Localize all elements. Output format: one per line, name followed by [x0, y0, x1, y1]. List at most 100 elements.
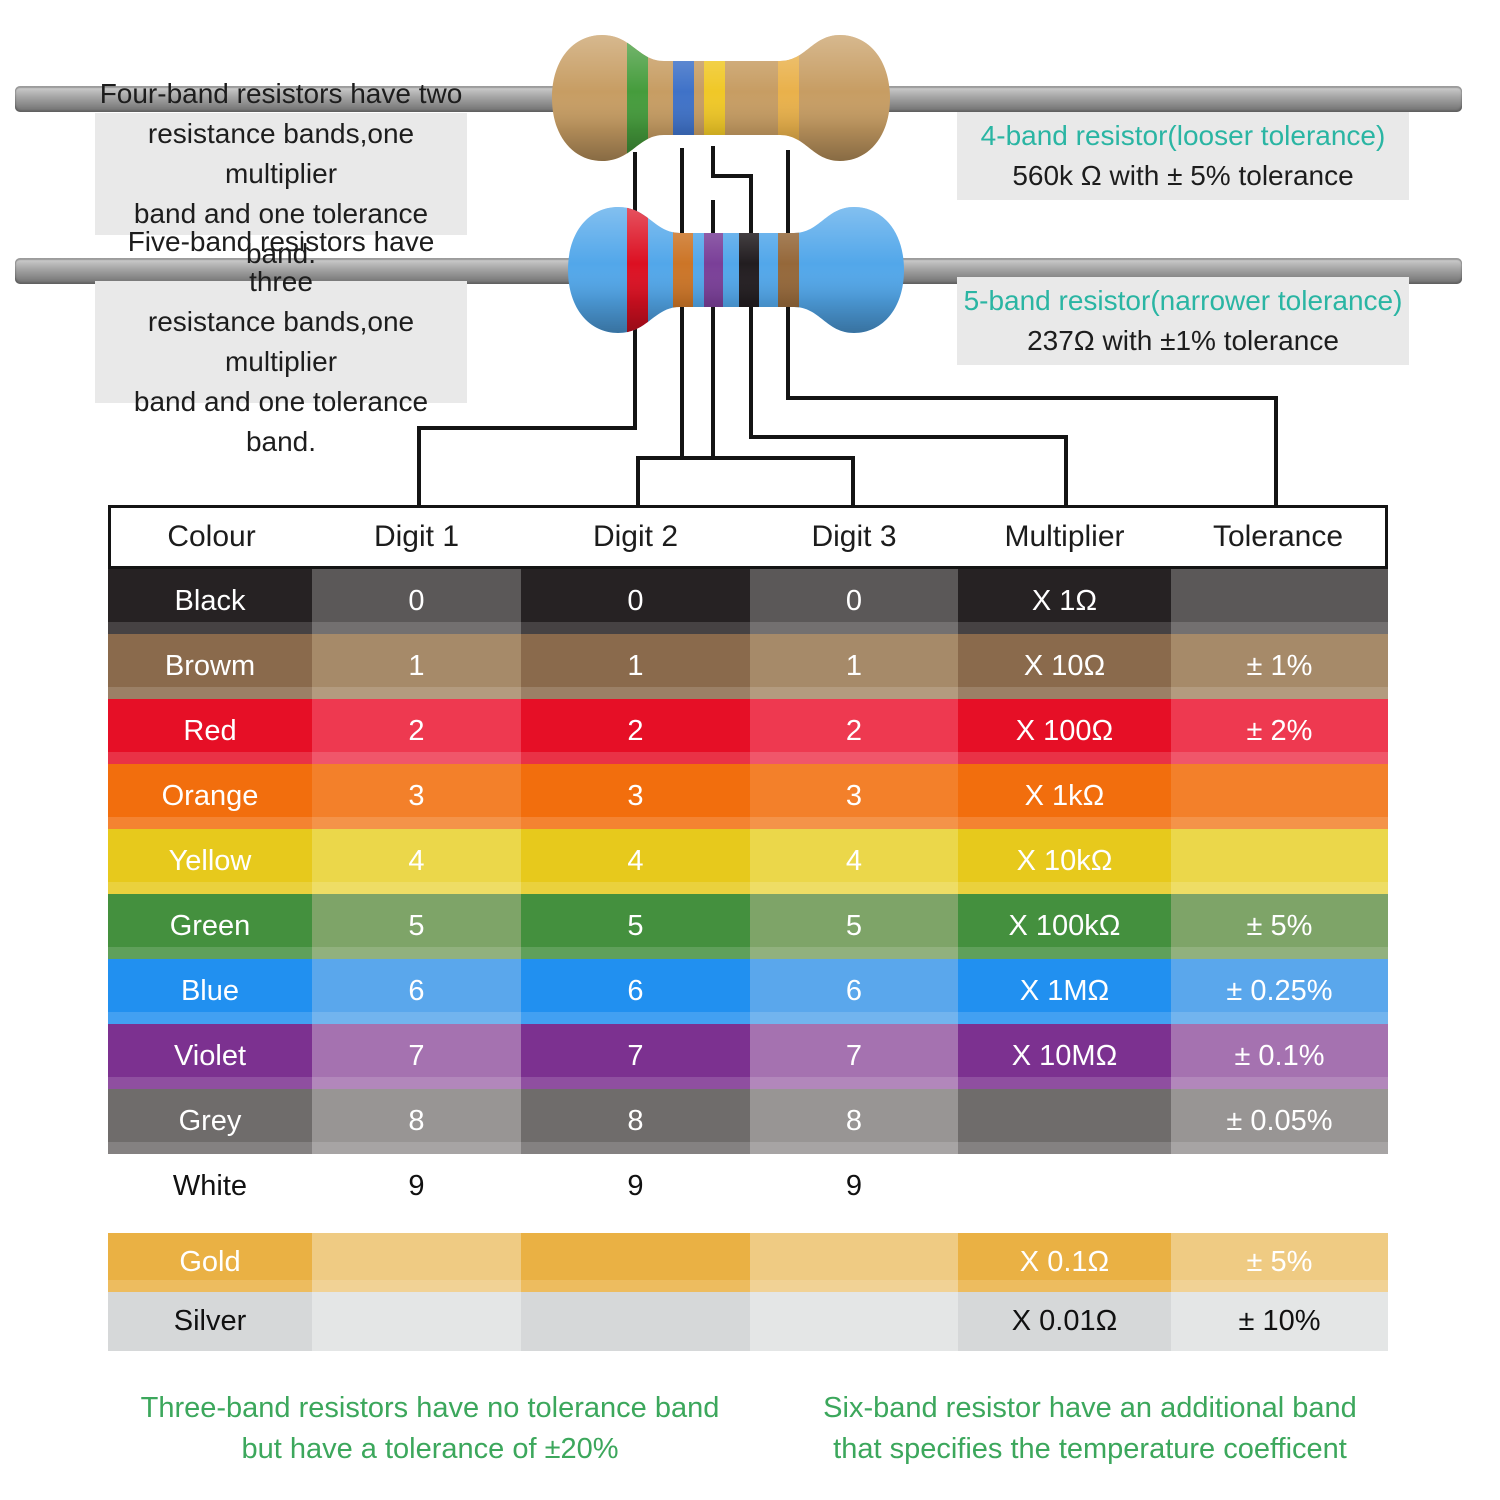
color-code-table: Colour Digit 1 Digit 2 Digit 3 Multiplier Tol… [108, 505, 1388, 1351]
five-band-explanation: Five-band resistors have three resistanc… [95, 226, 467, 457]
value-cell: X 1Ω [958, 569, 1171, 634]
value-cell: 7 [521, 1024, 750, 1089]
value-cell: X 100Ω [958, 699, 1171, 764]
value-cell: 3 [521, 764, 750, 829]
five-band-explanation-text: Five-band resistors have three resistanc… [127, 226, 435, 457]
value-cell: 5 [312, 894, 521, 959]
table-row-yellow: Yellow 4 4 4 X 10kΩ [108, 829, 1388, 894]
value-cell: 7 [312, 1024, 521, 1089]
value-cell: 9 [750, 1154, 958, 1219]
value-cell: 4 [750, 829, 958, 894]
value-cell: ± 0.25% [1171, 959, 1388, 1024]
value-cell: 2 [312, 699, 521, 764]
value-cell [750, 1233, 958, 1292]
value-cell: X 100kΩ [958, 894, 1171, 959]
four-band-explanation-text: Four-band resistors have two resistance … [99, 78, 463, 269]
five-band-value-text: 237Ω with ±1% tolerance [1027, 325, 1339, 356]
connector-yellow-band-line [711, 146, 715, 178]
column-header: Multiplier [1004, 520, 1125, 553]
four-band-value-heading: 4-band resistor(looser tolerance) [980, 120, 1386, 151]
color-name-cell: Green [108, 894, 312, 959]
value-cell: 4 [312, 829, 521, 894]
table-row-green: Green 5 5 5 X 100kΩ ± 5% [108, 894, 1388, 959]
value-cell: ± 5% [1171, 894, 1388, 959]
value-cell: 0 [312, 569, 521, 634]
column-header: Digit 1 [373, 520, 460, 553]
value-cell [750, 1292, 958, 1351]
lead-wire-top-right [868, 86, 1462, 112]
value-cell: ± 2% [1171, 699, 1388, 764]
value-cell: 7 [750, 1024, 958, 1089]
table-row-violet: Violet 7 7 7 X 10MΩ ± 0.1% [108, 1024, 1388, 1089]
color-name-cell: Violet [108, 1024, 312, 1089]
table-row-browm: Browm 1 1 1 X 10Ω ± 1% [108, 634, 1388, 699]
column-header: Tolerance [1212, 520, 1344, 553]
connector-digit1-stub [417, 426, 421, 507]
value-cell: 8 [312, 1089, 521, 1154]
value-cell: ± 5% [1171, 1233, 1388, 1292]
value-cell: X 0.1Ω [958, 1233, 1171, 1292]
value-cell: X 10MΩ [958, 1024, 1171, 1089]
value-cell: 8 [750, 1089, 958, 1154]
value-cell [1171, 829, 1388, 894]
table-row-gold: Gold X 0.1Ω ± 5% [108, 1233, 1388, 1292]
value-cell: X 0.01Ω [958, 1292, 1171, 1351]
three-band-note: Three-band resistors have no tolerance b… [140, 1392, 720, 1465]
value-cell: 4 [521, 829, 750, 894]
six-band-note: Six-band resistor have an additional ban… [823, 1392, 1357, 1465]
table-row-silver: Silver X 0.01Ω ± 10% [108, 1292, 1388, 1351]
value-cell: ± 10% [1171, 1292, 1388, 1351]
connector-tolerance-horizontal [786, 396, 1278, 400]
table-row-orange: Orange 3 3 3 X 1kΩ [108, 764, 1388, 829]
connector-yellow-jog [711, 174, 753, 178]
value-cell: 6 [312, 959, 521, 1024]
table-row-red: Red 2 2 2 X 100Ω ± 2% [108, 699, 1388, 764]
connector-digit3-stub [851, 456, 855, 507]
connector-multiplier-horizontal [749, 435, 1068, 439]
five-band-value-caption: 5-band resistor(narrower tolerance) 237Ω… [957, 277, 1409, 365]
five-band-resistor [568, 207, 904, 333]
value-cell: ± 0.1% [1171, 1024, 1388, 1089]
lead-wire-bottom-left [15, 258, 575, 284]
value-cell: X 10kΩ [958, 829, 1171, 894]
value-cell: X 1MΩ [958, 959, 1171, 1024]
table-row-grey: Grey 8 8 8 ± 0.05% [108, 1089, 1388, 1154]
four-band-explanation: Four-band resistors have two resistance … [95, 78, 467, 269]
column-header: Colour [167, 520, 256, 553]
value-cell: X 10Ω [958, 634, 1171, 699]
value-cell: 9 [521, 1154, 750, 1219]
value-cell: X 1kΩ [958, 764, 1171, 829]
value-cell: 1 [312, 634, 521, 699]
value-cell: 0 [521, 569, 750, 634]
four-band-resistor [552, 35, 890, 161]
value-cell [1171, 764, 1388, 829]
four-band-value-caption: 4-band resistor(looser tolerance) 560k Ω… [957, 112, 1409, 200]
value-cell [1171, 1154, 1388, 1219]
color-name-cell: White [108, 1154, 312, 1219]
value-cell [521, 1233, 750, 1292]
value-cell: ± 0.05% [1171, 1089, 1388, 1154]
table-row-black: Black 0 0 0 X 1Ω [108, 569, 1388, 634]
color-name-cell: Blue [108, 959, 312, 1024]
value-cell [521, 1292, 750, 1351]
connector-digit2-digit3-horizontal [636, 456, 855, 460]
value-cell [1171, 569, 1388, 634]
connector-multiplier-stub [1064, 435, 1068, 507]
column-header: Digit 3 [811, 520, 897, 553]
value-cell [312, 1233, 521, 1292]
value-cell: 5 [521, 894, 750, 959]
value-cell [312, 1292, 521, 1351]
value-cell: ± 1% [1171, 634, 1388, 699]
table-row-white: White 9 9 9 [108, 1154, 1388, 1219]
four-band-value-text: 560k Ω with ± 5% tolerance [1012, 160, 1354, 191]
color-name-cell: Grey [108, 1089, 312, 1154]
value-cell: 6 [521, 959, 750, 1024]
table-body: Black 0 0 0 X 1Ω Browm 1 1 1 X 10Ω ± 1% Red 2 2 2 X 100… [108, 569, 1388, 1351]
color-name-cell: Orange [108, 764, 312, 829]
five-band-value-heading: 5-band resistor(narrower tolerance) [963, 285, 1403, 316]
color-name-cell: Silver [108, 1292, 312, 1351]
value-cell: 1 [521, 634, 750, 699]
value-cell: 3 [750, 764, 958, 829]
connector-digit2-stub [636, 456, 640, 507]
